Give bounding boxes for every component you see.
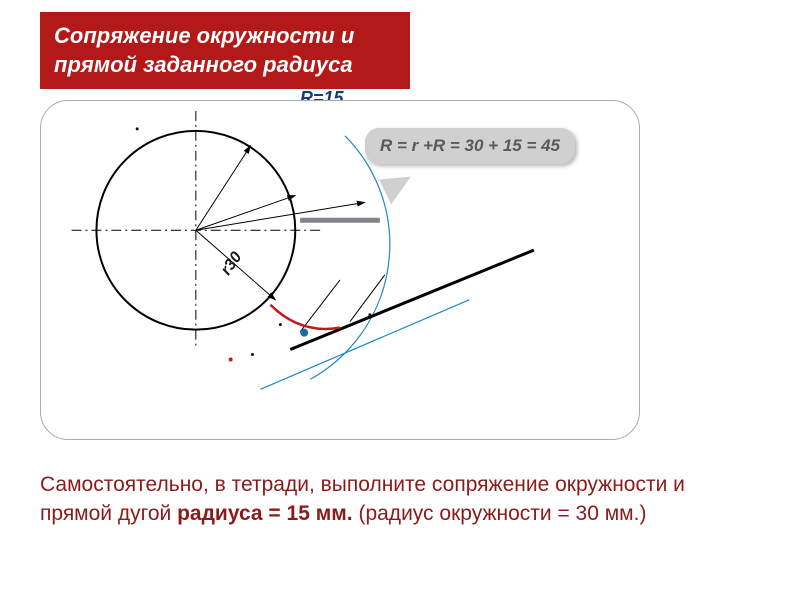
title-box: Сопряжение окружности и прямой заданного…	[40, 12, 410, 89]
title-text: Сопряжение окружности и прямой заданного…	[54, 23, 354, 77]
callout-tail-icon	[379, 177, 413, 206]
formula-text: R = r +R = 30 + 15 = 45	[380, 136, 560, 155]
instruction-text: Самостоятельно, в тетради, выполните соп…	[40, 470, 740, 529]
formula-callout: R = r +R = 30 + 15 = 45	[365, 128, 575, 164]
